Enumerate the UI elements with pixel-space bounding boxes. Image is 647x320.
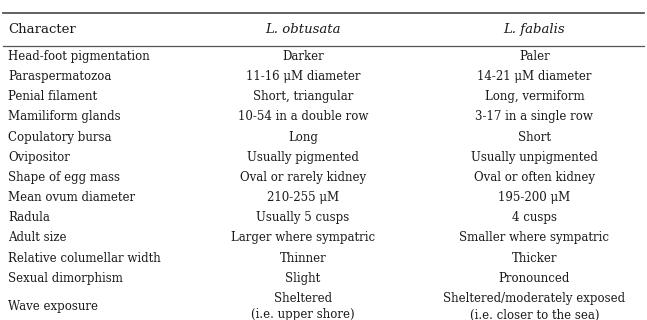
Text: Sexual dimorphism: Sexual dimorphism [8, 272, 124, 285]
Text: Pronounced: Pronounced [499, 272, 570, 285]
Text: Paler: Paler [519, 50, 550, 63]
Text: 4 cusps: 4 cusps [512, 211, 557, 224]
Text: Copulatory bursa: Copulatory bursa [8, 131, 112, 144]
Text: 210-255 μM: 210-255 μM [267, 191, 339, 204]
Text: Thinner: Thinner [280, 252, 327, 265]
Text: Usually 5 cusps: Usually 5 cusps [256, 211, 350, 224]
Text: Slight: Slight [285, 272, 321, 285]
Text: 10-54 in a double row: 10-54 in a double row [238, 110, 368, 124]
Text: Smaller where sympatric: Smaller where sympatric [459, 231, 609, 244]
Text: Oval or rarely kidney: Oval or rarely kidney [240, 171, 366, 184]
Text: 195-200 μM: 195-200 μM [498, 191, 571, 204]
Text: 11-16 μM diameter: 11-16 μM diameter [246, 70, 360, 83]
Text: Larger where sympatric: Larger where sympatric [231, 231, 375, 244]
Text: Adult size: Adult size [8, 231, 67, 244]
Text: Long: Long [288, 131, 318, 144]
Text: Sheltered
(i.e. upper shore): Sheltered (i.e. upper shore) [251, 292, 355, 320]
Text: Penial filament: Penial filament [8, 90, 98, 103]
Text: Radula: Radula [8, 211, 50, 224]
Text: Mamiliform glands: Mamiliform glands [8, 110, 121, 124]
Text: Usually unpigmented: Usually unpigmented [471, 151, 598, 164]
Text: Usually pigmented: Usually pigmented [247, 151, 359, 164]
Text: Relative columellar width: Relative columellar width [8, 252, 161, 265]
Text: Ovipositor: Ovipositor [8, 151, 71, 164]
Text: Shape of egg mass: Shape of egg mass [8, 171, 120, 184]
Text: Paraspermatozoa: Paraspermatozoa [8, 70, 112, 83]
Text: 3-17 in a single row: 3-17 in a single row [476, 110, 593, 124]
Text: Thicker: Thicker [512, 252, 557, 265]
Text: Wave exposure: Wave exposure [8, 300, 98, 313]
Text: Oval or often kidney: Oval or often kidney [474, 171, 595, 184]
Text: Head-foot pigmentation: Head-foot pigmentation [8, 50, 150, 63]
Text: Darker: Darker [282, 50, 324, 63]
Text: Short, triangular: Short, triangular [253, 90, 353, 103]
Text: L. fabalis: L. fabalis [503, 23, 565, 36]
Text: Short: Short [518, 131, 551, 144]
Text: Sheltered/moderately exposed
(i.e. closer to the sea): Sheltered/moderately exposed (i.e. close… [443, 292, 626, 320]
Text: Long, vermiform: Long, vermiform [485, 90, 584, 103]
Text: L. obtusata: L. obtusata [265, 23, 341, 36]
Text: Character: Character [8, 23, 76, 36]
Text: Mean ovum diameter: Mean ovum diameter [8, 191, 135, 204]
Text: 14-21 μM diameter: 14-21 μM diameter [477, 70, 591, 83]
